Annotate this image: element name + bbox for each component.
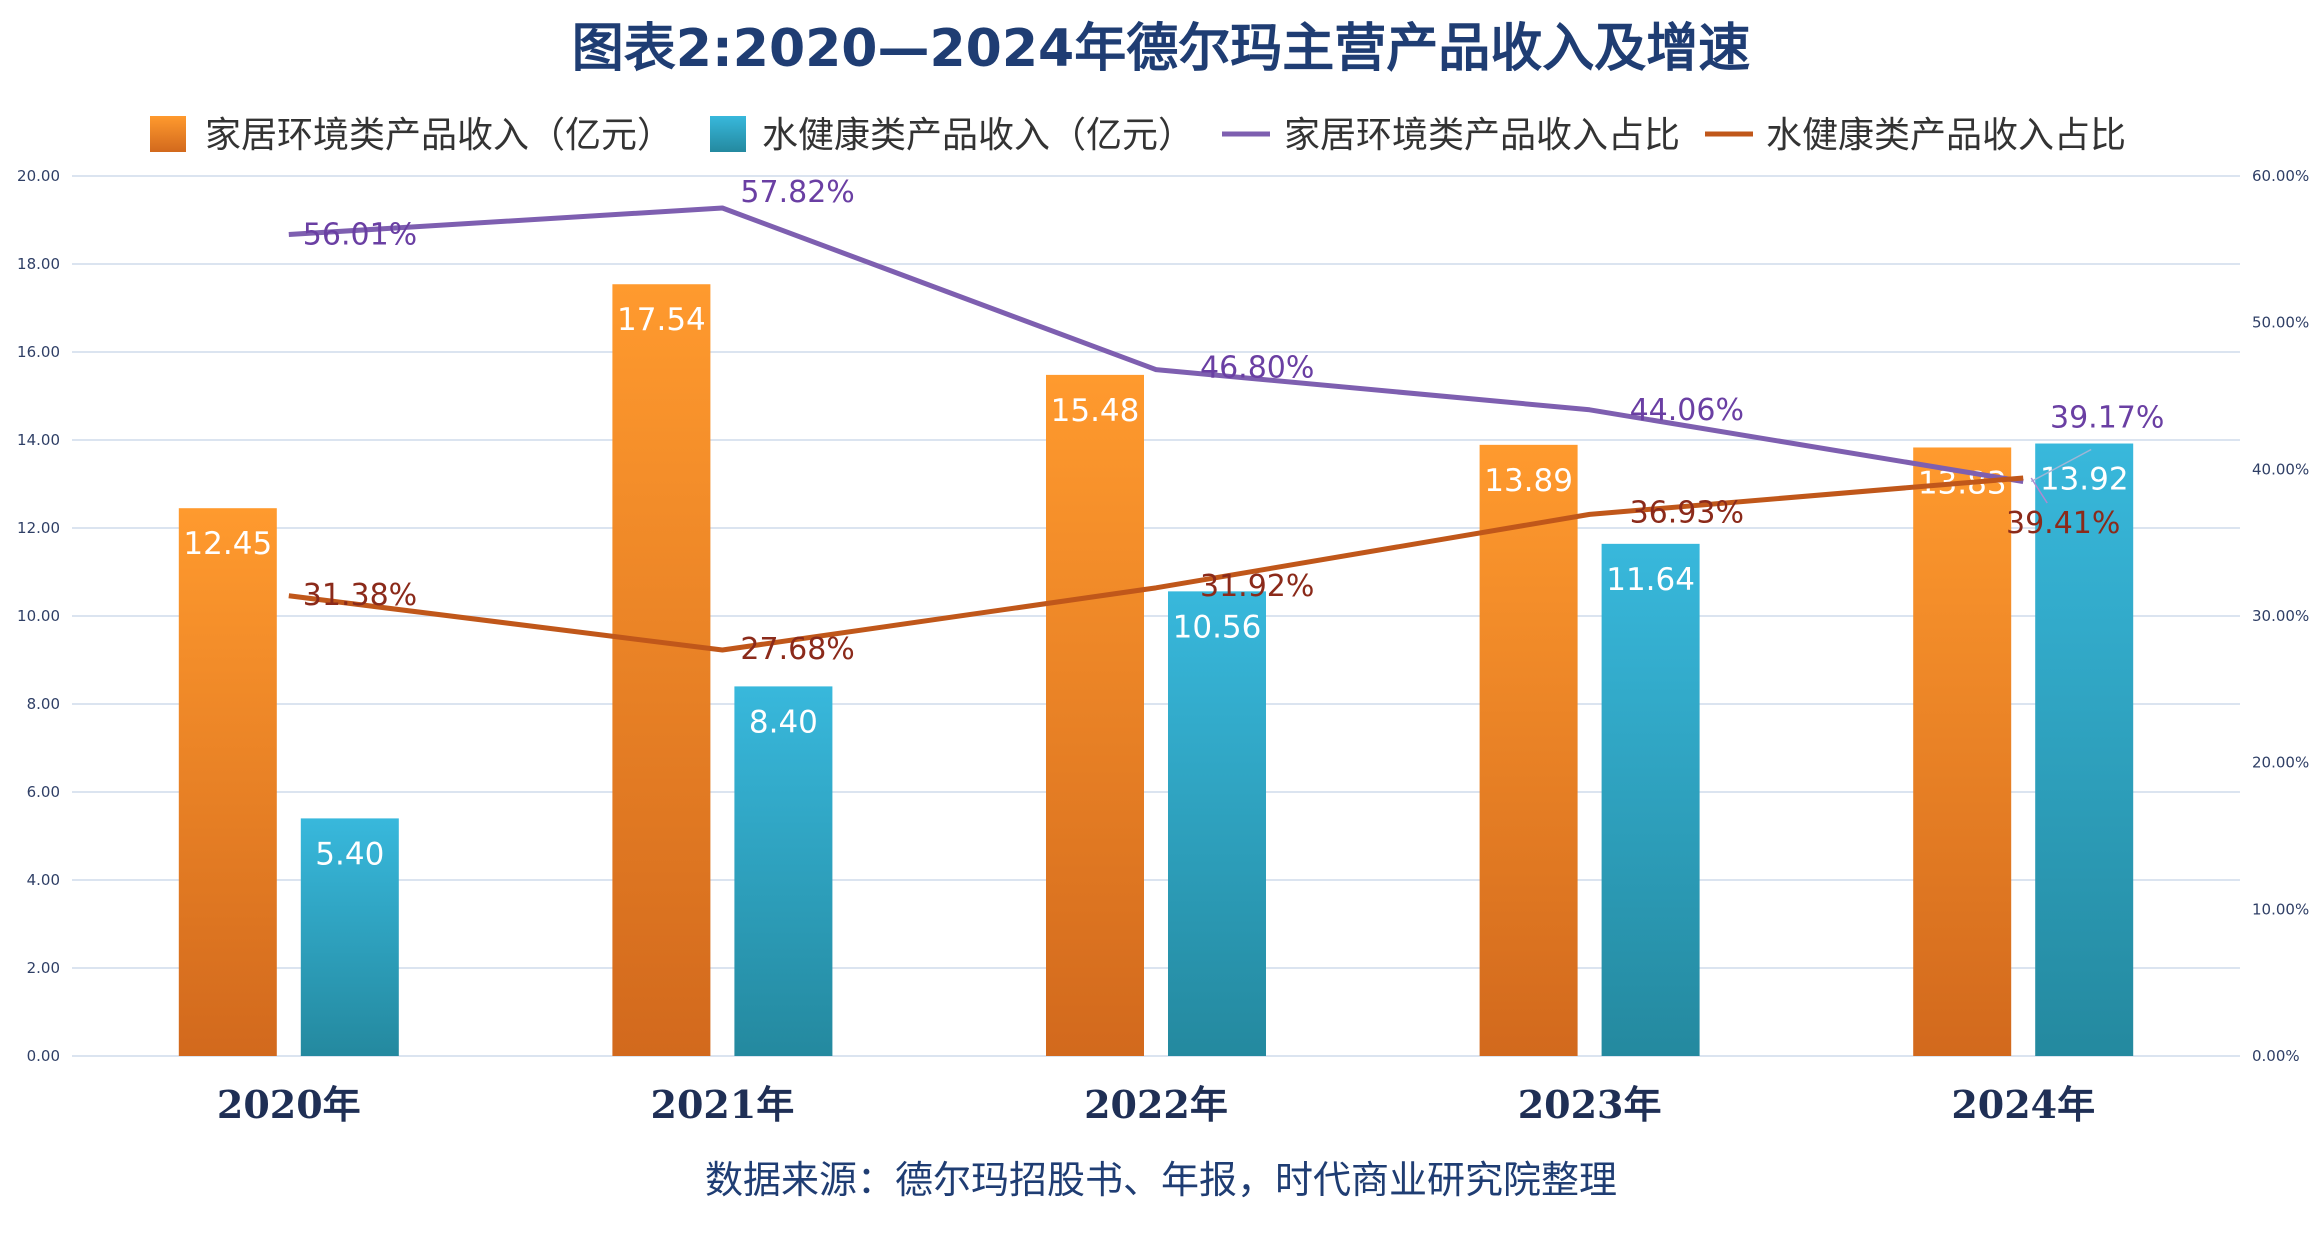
right-tick-label: 60.00% bbox=[2252, 167, 2309, 185]
home-env-bar bbox=[1046, 374, 1144, 1056]
water-health-bar-label: 10.56 bbox=[1173, 609, 1262, 645]
home-env-bar-label: 17.54 bbox=[617, 302, 706, 338]
right-tick-label: 30.00% bbox=[2252, 607, 2309, 625]
home-env-share-label: 57.82% bbox=[740, 175, 854, 210]
leader-line bbox=[2030, 448, 2092, 483]
water-health-bar bbox=[1168, 591, 1266, 1056]
home-env-share-label: 46.80% bbox=[1200, 351, 1314, 386]
home-env-share-line bbox=[288, 205, 2024, 484]
legend-label: 家居环境类产品收入（亿元） bbox=[205, 115, 673, 156]
right-tick-label: 20.00% bbox=[2252, 754, 2309, 772]
left-tick-label: 20.00 bbox=[17, 167, 60, 185]
water-health-bar bbox=[1601, 543, 1700, 1056]
home-env-bar bbox=[1913, 447, 2012, 1057]
water-health-share-label: 36.93% bbox=[1630, 495, 1744, 530]
legend-label: 家居环境类产品收入占比 bbox=[1284, 115, 1680, 156]
right-tick-label: 0.00% bbox=[2252, 1047, 2300, 1065]
gridlines bbox=[72, 175, 2240, 1057]
category-label: 2020年 bbox=[217, 1082, 361, 1127]
right-tick-label: 10.00% bbox=[2252, 900, 2309, 918]
home-env-bar bbox=[612, 284, 711, 1056]
legend: 家居环境类产品收入（亿元） 水健康类产品收入（亿元） 家居环境类产品收入占比 水健康类… bbox=[150, 115, 2126, 156]
left-tick-label: 6.00 bbox=[27, 783, 60, 801]
left-tick-label: 2.00 bbox=[27, 959, 60, 977]
home-env-bar-label: 13.89 bbox=[1484, 463, 1573, 499]
lines: 56.01% 57.82% 46.80% 44.06% 39.17% 31.38% 27.6… bbox=[288, 175, 2164, 667]
left-tick-label: 8.00 bbox=[27, 695, 60, 713]
legend-swatch bbox=[710, 116, 746, 152]
water-health-share-label: 27.68% bbox=[740, 632, 854, 667]
category-label: 2024年 bbox=[1951, 1082, 2095, 1127]
right-axis: 0.00% 10.00% 20.00% 30.00% 40.00% 50.00% 60.00… bbox=[2252, 167, 2309, 1065]
left-tick-label: 12.00 bbox=[17, 519, 60, 537]
category-label: 2023年 bbox=[1518, 1082, 1662, 1127]
left-axis: 0.00 2.00 4.00 6.00 8.00 10.00 12.00 14.00 16.00… bbox=[17, 167, 60, 1065]
water-health-bar bbox=[2035, 443, 2134, 1056]
legend-swatch bbox=[150, 116, 186, 152]
left-tick-label: 0.00 bbox=[27, 1047, 60, 1065]
left-tick-label: 18.00 bbox=[17, 255, 60, 273]
home-env-bar-label: 12.45 bbox=[183, 526, 272, 562]
leader-line bbox=[2030, 477, 2048, 504]
home-env-bar bbox=[178, 508, 277, 1056]
home-env-share-label: 39.17% bbox=[2050, 401, 2164, 436]
category-label: 2021年 bbox=[651, 1082, 795, 1127]
right-tick-label: 40.00% bbox=[2252, 460, 2309, 478]
home-env-bar bbox=[1479, 444, 1578, 1057]
chart-title: 图表2:2020—2024年德尔玛主营产品收入及增速 bbox=[572, 19, 1750, 79]
left-tick-label: 4.00 bbox=[27, 871, 60, 889]
left-tick-label: 10.00 bbox=[17, 607, 60, 625]
left-tick-label: 14.00 bbox=[17, 431, 60, 449]
home-env-bar-label: 15.48 bbox=[1051, 393, 1140, 429]
right-tick-label: 50.00% bbox=[2252, 314, 2309, 332]
left-tick-label: 16.00 bbox=[17, 343, 60, 361]
water-health-share-label: 31.38% bbox=[303, 578, 417, 613]
home-env-share-label: 44.06% bbox=[1630, 393, 1744, 428]
category-label: 2022年 bbox=[1084, 1082, 1228, 1127]
water-health-bar bbox=[734, 686, 833, 1056]
water-health-share-label: 39.41% bbox=[2006, 506, 2120, 541]
home-env-share-label: 56.01% bbox=[303, 218, 417, 253]
water-health-share-label: 31.92% bbox=[1200, 569, 1314, 604]
legend-label: 水健康类产品收入占比 bbox=[1766, 115, 2126, 156]
category-axis: 2020年 2021年 2022年 2023年 2024年 bbox=[217, 1082, 2095, 1127]
legend-label: 水健康类产品收入（亿元） bbox=[762, 115, 1194, 156]
source-note: 数据来源：德尔玛招股书、年报，时代商业研究院整理 bbox=[705, 1158, 1617, 1202]
water-health-bar-label: 11.64 bbox=[1606, 562, 1695, 598]
water-health-share-line bbox=[288, 475, 2024, 653]
water-health-bar-label: 13.92 bbox=[2040, 462, 2129, 498]
water-health-bar bbox=[300, 818, 399, 1056]
water-health-bar-label: 8.40 bbox=[749, 704, 818, 740]
water-health-bar-label: 5.40 bbox=[315, 836, 384, 872]
